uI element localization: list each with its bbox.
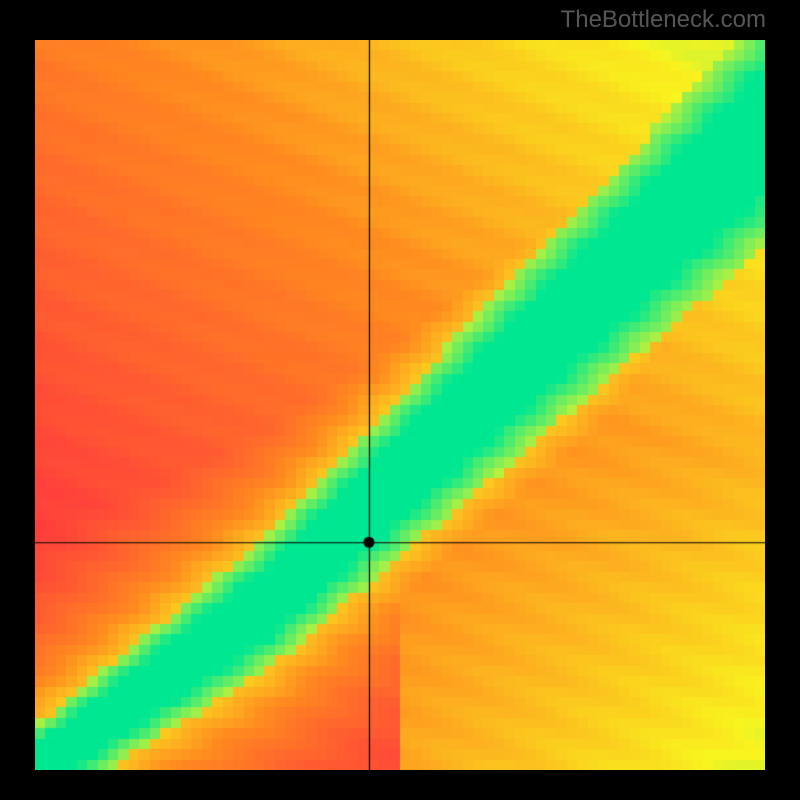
chart-container: TheBottleneck.com [0, 0, 800, 800]
heatmap-canvas [35, 40, 765, 770]
watermark-text: TheBottleneck.com [561, 6, 766, 34]
